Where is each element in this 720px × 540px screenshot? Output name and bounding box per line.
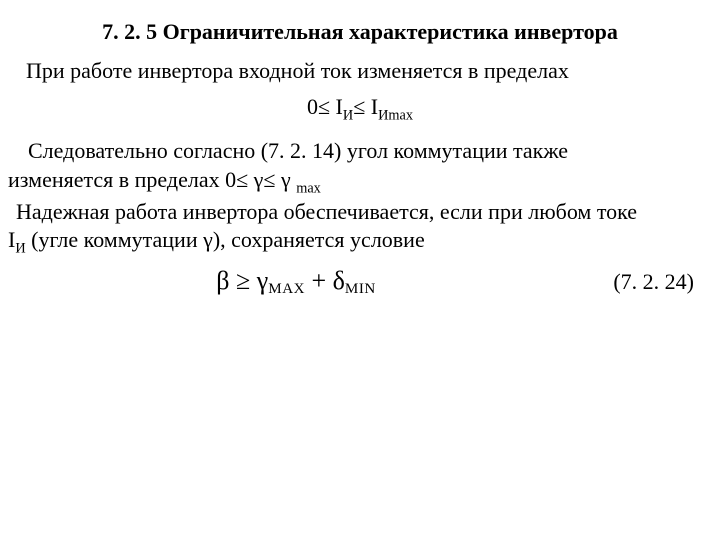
beta-symbol: β: [216, 266, 229, 295]
p2-line2-text: изменяется в пределах 0≤ γ≤ γ: [8, 167, 296, 192]
max-subscript: MAX: [268, 281, 305, 297]
eq1-sub1: И: [343, 108, 353, 124]
equation-number: (7. 2. 24): [584, 268, 712, 297]
p2-line2-sub: max: [296, 180, 321, 196]
ge-symbol: ≥: [230, 266, 257, 295]
paragraph-1: При работе инвертора входной ток изменяе…: [8, 57, 712, 86]
gamma-symbol: γ: [257, 266, 269, 295]
section-title: 7. 2. 5 Ограничительная характеристика и…: [8, 18, 712, 47]
p4-sub: И: [15, 241, 25, 257]
equation-main: β ≥ γMAX + δMIN: [8, 264, 584, 299]
paragraph-3: Надежная работа инвертора обеспечивается…: [8, 198, 712, 227]
equation-row: β ≥ γMAX + δMIN (7. 2. 24): [8, 264, 712, 299]
p4-post: (угле коммутации γ), сохраняется условие: [26, 227, 425, 252]
eq1-part1: 0≤ I: [307, 94, 343, 119]
eq1-part2: ≤ I: [353, 94, 378, 119]
eq1-sub2: Иmax: [378, 108, 413, 124]
paragraph-2-line1: Следовательно согласно (7. 2. 14) угол к…: [8, 137, 712, 166]
equation-range: 0≤ IИ≤ IИmax: [8, 93, 712, 125]
plus-symbol: +: [305, 266, 333, 295]
paragraph-4: IИ (угле коммутации γ), сохраняется усло…: [8, 226, 712, 258]
paragraph-2-line2: изменяется в пределах 0≤ γ≤ γ max: [8, 166, 712, 198]
min-subscript: MIN: [345, 281, 376, 297]
delta-symbol: δ: [333, 266, 345, 295]
